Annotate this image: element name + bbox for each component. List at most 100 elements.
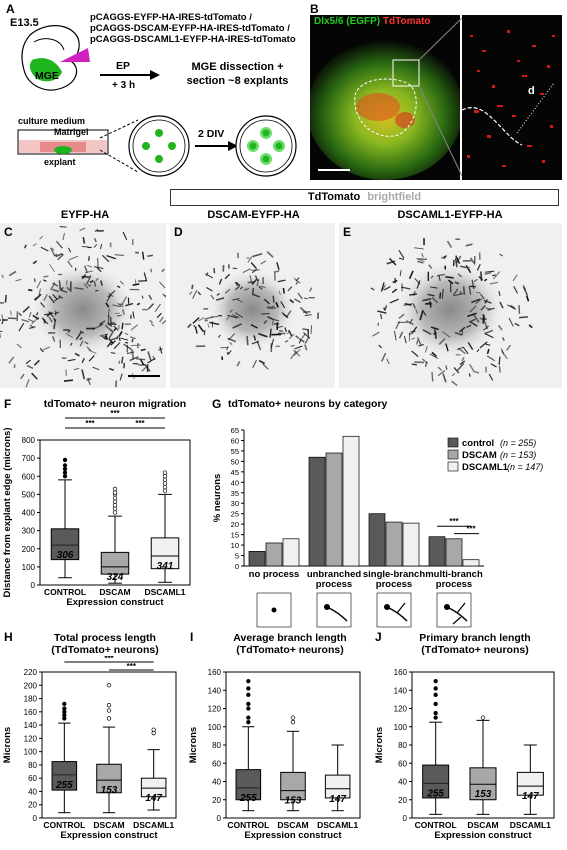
neuron-process xyxy=(430,275,434,279)
neuron-process xyxy=(234,281,238,287)
neuron-process xyxy=(250,262,257,270)
y-tick-label: 20 xyxy=(28,801,37,810)
neuron-process xyxy=(446,240,453,248)
neuron-process xyxy=(388,257,397,266)
panel-e-title: DSCAML1-EYFP-HA xyxy=(397,209,503,221)
neuron-process xyxy=(377,310,387,314)
neuron-process xyxy=(251,268,258,274)
neuron-process xyxy=(43,312,54,316)
neuron-process xyxy=(217,334,221,338)
neuron-process xyxy=(122,231,128,241)
neuron-process xyxy=(8,270,17,277)
outlier xyxy=(162,470,168,475)
box xyxy=(150,537,180,570)
neuron-process xyxy=(42,346,51,351)
neuron-process xyxy=(424,346,428,353)
neuron-process xyxy=(398,331,404,339)
neuron-process xyxy=(79,336,83,341)
neuron-process xyxy=(148,294,153,300)
neuron-process xyxy=(499,253,503,257)
neuron-process xyxy=(269,305,275,309)
neuron-process xyxy=(28,325,36,330)
y-axis-label: Distance from explant edge (microns) xyxy=(2,428,13,598)
neuron-process xyxy=(416,337,422,347)
cell-body xyxy=(444,604,450,610)
y-tick-label: 10 xyxy=(231,541,239,550)
neuron-process xyxy=(258,332,268,338)
neuron-process xyxy=(261,312,270,315)
neuron-process xyxy=(381,284,386,291)
micrograph-c: C xyxy=(0,223,166,388)
outlier xyxy=(433,710,438,716)
neuron-process xyxy=(108,367,115,371)
outlier xyxy=(106,708,112,713)
neuron-process xyxy=(68,255,79,261)
x-axis-label: Expression construct xyxy=(66,597,164,608)
neuron-process xyxy=(141,295,144,299)
n-label: 153 xyxy=(285,796,302,807)
neuron-process xyxy=(231,314,240,319)
neuron-process xyxy=(391,288,398,294)
y-tick-label: 120 xyxy=(24,734,38,743)
div-label: 2 DIV xyxy=(198,128,225,140)
neuron-process xyxy=(467,341,474,350)
neuron-process xyxy=(8,356,15,364)
neuron-process xyxy=(286,331,291,335)
neuron-process xyxy=(87,264,93,268)
neuron-process xyxy=(427,293,435,297)
neuron-process xyxy=(514,322,520,327)
chart-j: 0 20 40 60 80 100 120 140 160 Microns 255 CONTROL 15… xyxy=(374,668,555,841)
neuron-process xyxy=(484,271,492,276)
box xyxy=(235,769,262,801)
y-tick-label: 220 xyxy=(24,668,38,677)
neuron-process xyxy=(75,331,82,341)
y-tick-label: 120 xyxy=(394,705,408,714)
neuron-process xyxy=(197,291,202,296)
neuron-process xyxy=(386,358,390,365)
neuron-process xyxy=(21,318,30,323)
neuron-process xyxy=(126,351,135,355)
neuron-process xyxy=(416,280,421,289)
neuron-process xyxy=(512,274,518,282)
construct-1: pCAGGS-EYFP-HA-IRES-tdTomato / xyxy=(90,12,252,23)
morphology-icon-frame xyxy=(256,592,292,628)
neuron-process xyxy=(105,334,108,339)
neuron-process xyxy=(469,257,475,264)
neuron-process xyxy=(455,255,461,264)
outlier xyxy=(62,463,68,468)
box xyxy=(422,764,450,799)
neuron-process xyxy=(468,286,472,295)
neuron-process xyxy=(282,287,286,294)
panel-letter-j: J xyxy=(375,630,382,644)
morphology-icon-frame xyxy=(316,592,352,628)
x-axis-label: Expression construct xyxy=(244,830,342,841)
neuron-process xyxy=(4,294,7,303)
neuron-process xyxy=(438,338,446,346)
neuron-process xyxy=(62,232,65,241)
neuron-process xyxy=(131,338,134,343)
y-tick-label: 45 xyxy=(231,468,239,477)
neuron-process xyxy=(280,301,286,309)
culture-medium-label: culture medium xyxy=(18,116,86,126)
neuron-process xyxy=(262,363,269,370)
neuron-process xyxy=(122,308,125,316)
ep-label: EP xyxy=(116,60,131,72)
neuron-process xyxy=(18,322,25,332)
neuron-process xyxy=(484,270,495,273)
distance-label: d xyxy=(528,85,535,97)
bar xyxy=(402,522,420,567)
neuron-process xyxy=(49,263,55,272)
neuron-process xyxy=(52,336,56,342)
n-label: 324 xyxy=(107,572,124,583)
box xyxy=(51,761,78,791)
neuron-process xyxy=(302,328,309,331)
neuron-process xyxy=(497,324,503,331)
neuron-process xyxy=(68,247,72,253)
neuron-process xyxy=(392,279,398,284)
outlier xyxy=(62,706,67,711)
neuron-process xyxy=(431,351,438,358)
box xyxy=(516,771,544,796)
neuron-process xyxy=(303,297,309,300)
neuron-process xyxy=(469,305,477,313)
neuron-process xyxy=(213,268,216,274)
